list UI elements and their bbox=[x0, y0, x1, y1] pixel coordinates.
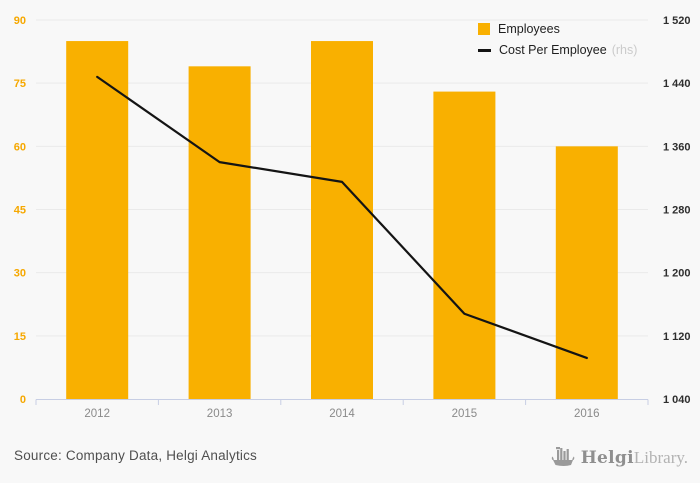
x-axis-label-2012: 2012 bbox=[84, 408, 110, 420]
bar-2016 bbox=[555, 146, 618, 399]
x-axis-label-2016: 2016 bbox=[574, 408, 600, 420]
legend-label-cost-per-employee: Cost Per Employee bbox=[499, 43, 607, 57]
bar-2015 bbox=[433, 91, 496, 399]
right-axis-tick: 1 040 bbox=[663, 394, 691, 406]
left-axis-tick: 90 bbox=[14, 15, 26, 27]
right-axis-tick: 1 520 bbox=[663, 15, 691, 27]
right-axis-tick: 1 440 bbox=[663, 78, 691, 90]
left-axis-tick: 0 bbox=[20, 394, 26, 406]
right-axis-tick: 1 200 bbox=[663, 268, 691, 280]
bar-2013 bbox=[188, 66, 251, 400]
line-swatch-icon bbox=[478, 48, 491, 52]
right-axis-tick: 1 360 bbox=[663, 141, 691, 153]
legend-note-rhs: (rhs) bbox=[611, 43, 638, 57]
legend-item-cost-per-employee: Cost Per Employee (rhs) bbox=[478, 43, 637, 57]
source-text: Source: Company Data, Helgi Analytics bbox=[14, 448, 258, 463]
x-axis-label-2013: 2013 bbox=[207, 408, 233, 420]
helgi-library-logo: HelgiLibrary. bbox=[551, 446, 688, 470]
left-axis-tick: 75 bbox=[14, 78, 26, 90]
left-axis-tick: 30 bbox=[14, 268, 26, 280]
bar-2012 bbox=[66, 41, 129, 400]
left-axis-tick: 60 bbox=[14, 141, 26, 153]
logo-text-library: Library. bbox=[633, 448, 688, 467]
legend-item-employees: Employees bbox=[478, 22, 637, 36]
legend-label-employees: Employees bbox=[498, 22, 560, 36]
cost-per-employee-line bbox=[96, 75, 588, 360]
left-axis-tick: 15 bbox=[14, 331, 26, 343]
logo-text-helgi: Helgi bbox=[580, 448, 634, 468]
x-axis-label-2015: 2015 bbox=[452, 408, 478, 420]
legend: Employees Cost Per Employee (rhs) bbox=[478, 22, 637, 57]
right-axis-tick: 1 120 bbox=[663, 331, 691, 343]
left-axis-tick: 45 bbox=[14, 205, 26, 217]
right-axis-tick: 1 280 bbox=[663, 205, 691, 217]
x-axis-label-2014: 2014 bbox=[329, 408, 355, 420]
helgi-ship-icon bbox=[551, 447, 575, 466]
employees-swatch-icon bbox=[478, 23, 490, 35]
chart-footer: Source: Company Data, Helgi Analytics He… bbox=[0, 443, 700, 483]
bar-2014 bbox=[311, 41, 373, 400]
